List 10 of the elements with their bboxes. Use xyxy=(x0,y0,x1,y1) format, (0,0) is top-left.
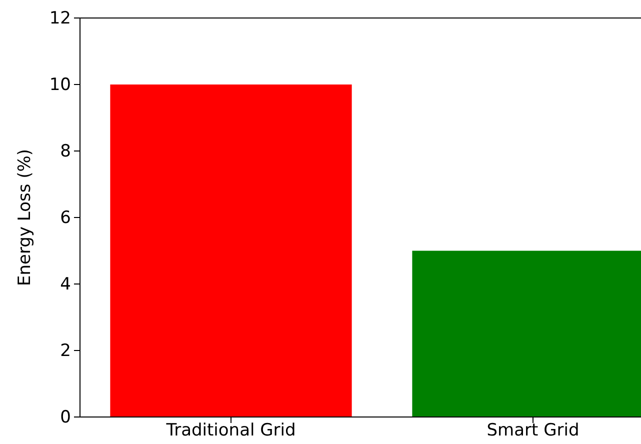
y-tick-label: 0 xyxy=(60,407,71,428)
y-tick-label: 4 xyxy=(60,274,71,294)
x-tick-label: Smart Grid xyxy=(486,420,580,440)
y-tick-label: 2 xyxy=(60,340,71,361)
y-tick-label: 6 xyxy=(60,208,71,228)
y-tick-label: 10 xyxy=(49,74,71,95)
x-tick-label: Traditional Grid xyxy=(165,420,296,440)
y-tick-label: 8 xyxy=(60,141,71,162)
y-tick-label: 12 xyxy=(49,8,71,28)
y-axis-title: Energy Loss (%) xyxy=(15,148,35,286)
